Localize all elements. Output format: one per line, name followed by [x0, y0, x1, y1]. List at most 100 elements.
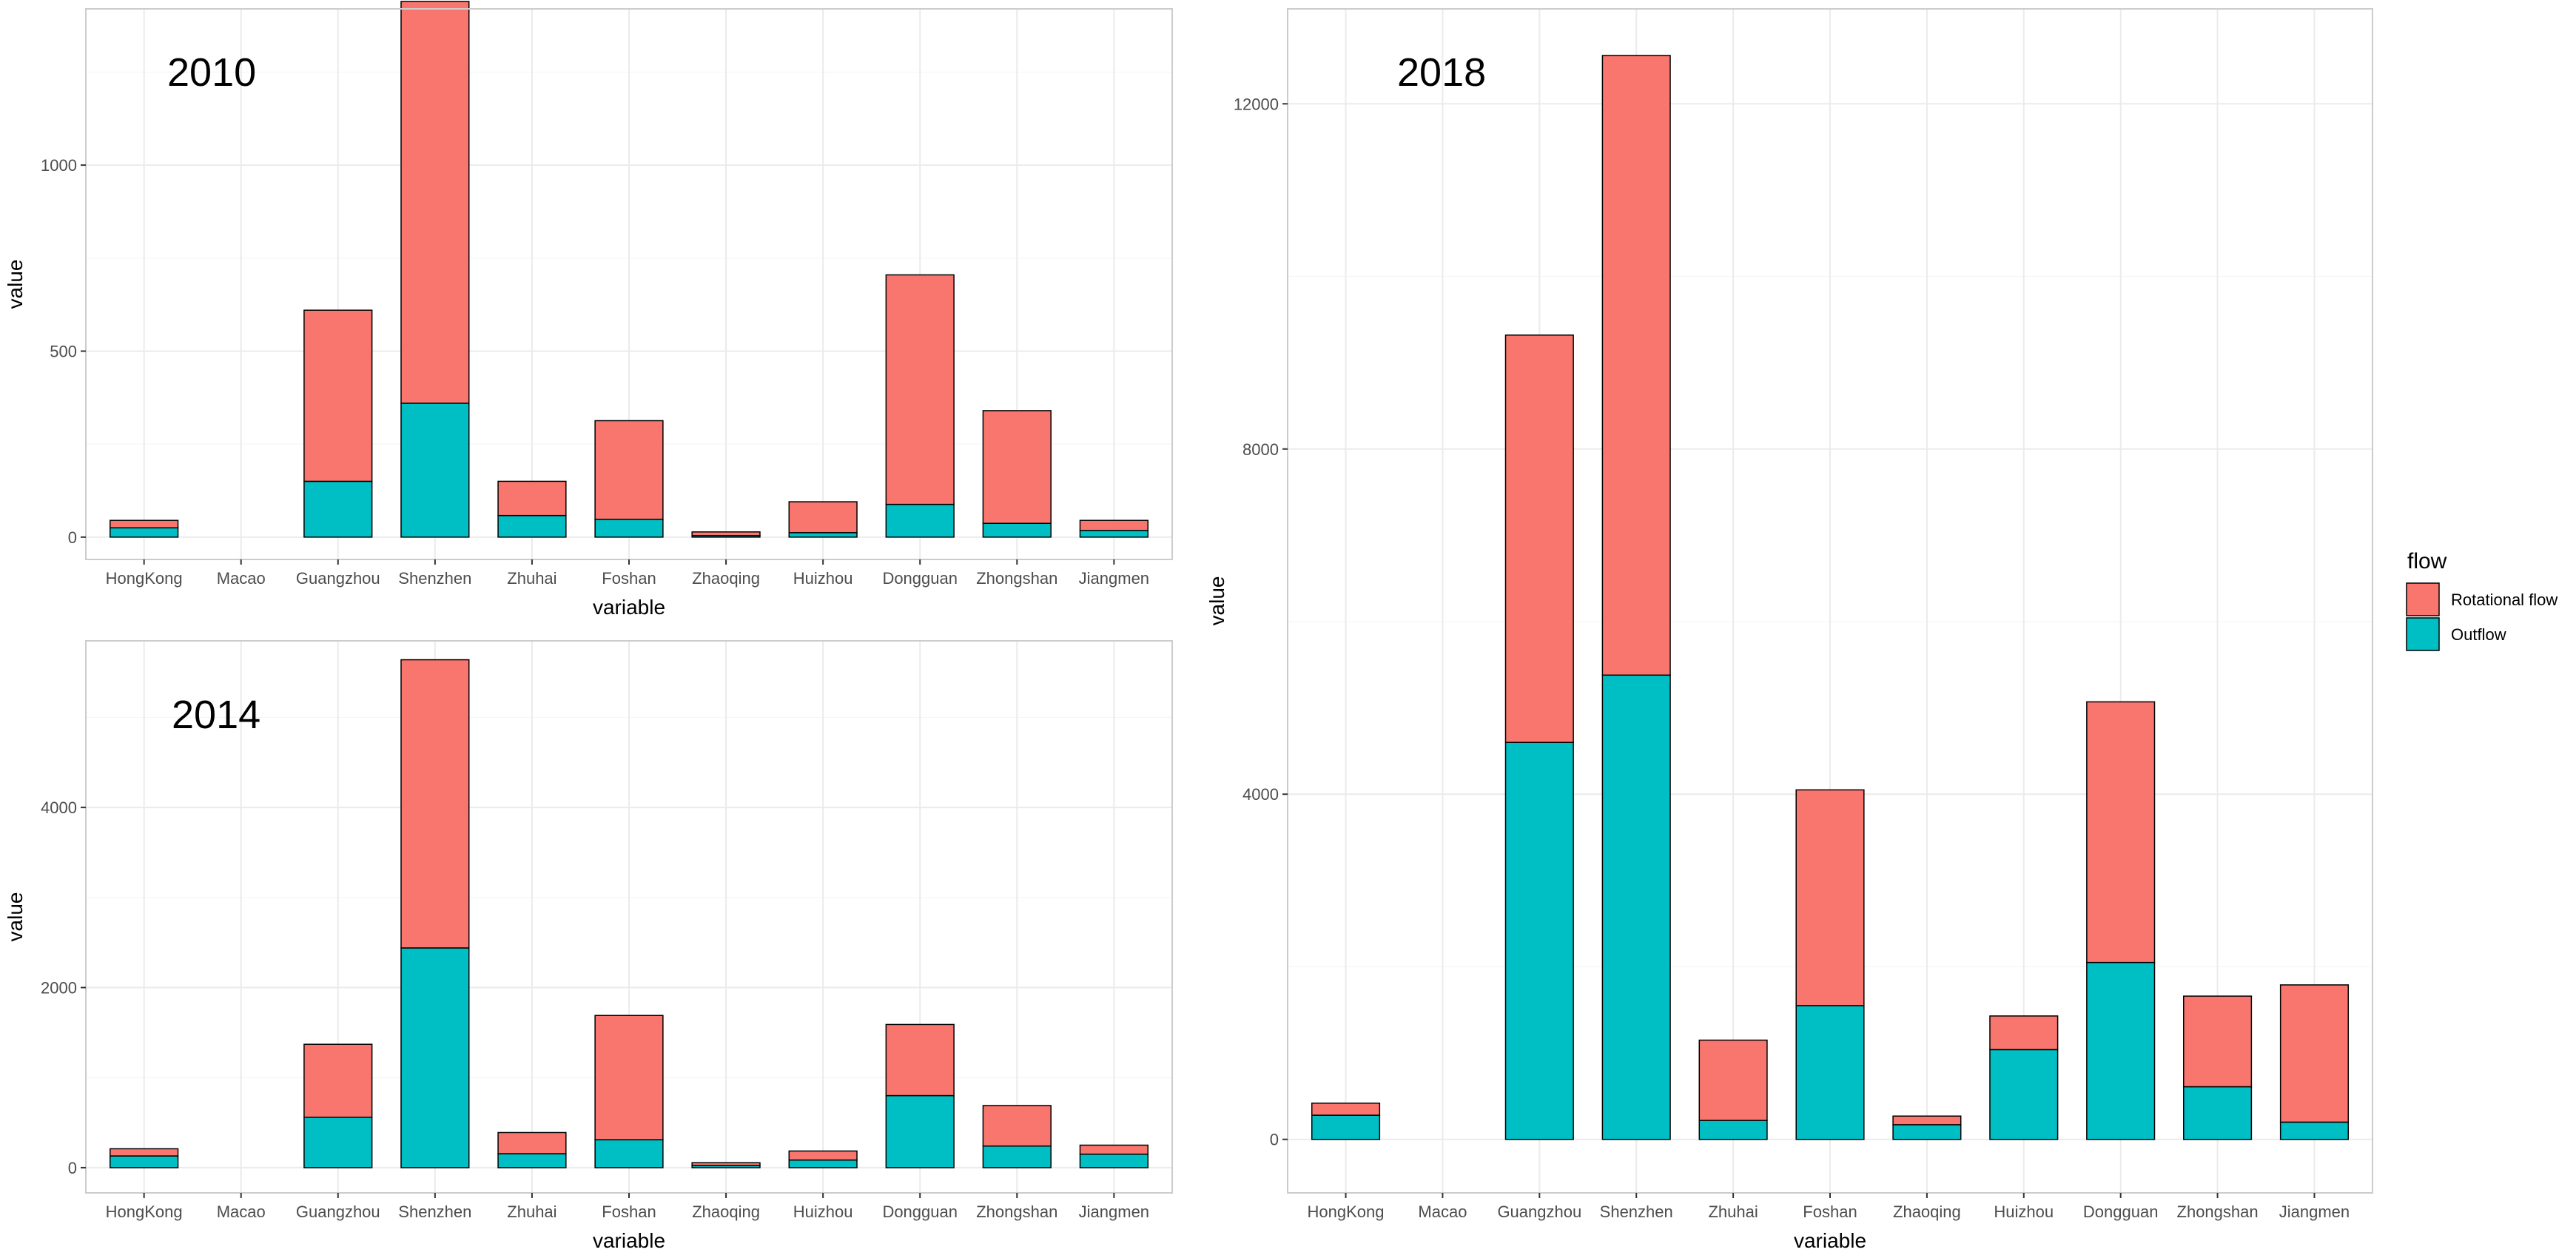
- y-tick-label: 0: [68, 1159, 77, 1177]
- bar-rotational-huizhou-2010: [788, 501, 858, 534]
- bar-rotational-hongkong-2010: [110, 519, 179, 529]
- bar-outflow-hongkong-2018: [1311, 1114, 1381, 1140]
- x-tick-label-huizhou: Huizhou: [793, 569, 853, 588]
- bar-outflow-guangzhou-2014: [303, 1117, 373, 1168]
- bar-rotational-shenzhen-2018: [1601, 55, 1671, 676]
- bar-outflow-zhaoqing-2018: [1892, 1124, 1962, 1140]
- bar-rotational-zhongshan-2018: [2183, 995, 2253, 1088]
- x-tick-label-guangzhou: Guangzhou: [296, 569, 380, 588]
- x-tick-label-shenzhen: Shenzhen: [1600, 1202, 1673, 1221]
- y-tick-label: 4000: [1242, 785, 1279, 804]
- axes-2010: 0 500 1000 HongKong Macao Guangzhou Shenzhen Zh…: [41, 156, 1149, 588]
- bar-rotational-zhaoqing-2018: [1892, 1115, 1962, 1126]
- panel-2018: 0 4000 8000 12000 HongKong Macao Guangzhou Shen…: [1205, 8, 2373, 1252]
- bar-outflow-foshan-2010: [594, 518, 664, 538]
- y-axis-title-2010: value: [4, 260, 27, 309]
- bar-rotational-zhaoqing-2010: [691, 531, 761, 536]
- bar-rotational-foshan-2010: [594, 420, 664, 520]
- x-tick-label-zhaoqing: Zhaoqing: [1893, 1202, 1961, 1221]
- bar-outflow-zhongshan-2014: [982, 1145, 1052, 1168]
- bar-rotational-zhaoqing-2014: [691, 1162, 761, 1166]
- x-tick-label-zhongshan: Zhongshan: [976, 1202, 1057, 1221]
- bar-outflow-zhuhai-2018: [1698, 1120, 1768, 1140]
- bars-2018: [1311, 55, 2350, 1140]
- bar-rotational-zhuhai-2018: [1698, 1039, 1768, 1121]
- bar-outflow-guangzhou-2010: [303, 480, 373, 538]
- x-axis-title-2010: variable: [593, 596, 665, 619]
- major-grid-2018: [1288, 9, 2372, 1193]
- x-tick-label-zhaoqing: Zhaoqing: [692, 569, 760, 588]
- x-tick-label-shenzhen: Shenzhen: [398, 1202, 471, 1221]
- x-tick-label-foshan: Foshan: [602, 1202, 656, 1221]
- bar-rotational-zhongshan-2010: [982, 410, 1052, 524]
- bar-outflow-shenzhen-2014: [400, 947, 470, 1168]
- x-tick-label-shenzhen: Shenzhen: [398, 569, 471, 588]
- x-tick-label-dongguan: Dongguan: [2083, 1202, 2159, 1221]
- x-tick-label-huizhou: Huizhou: [1994, 1202, 2054, 1221]
- x-tick-label-zhuhai: Zhuhai: [1708, 1202, 1758, 1221]
- y-tick-label: 1000: [41, 156, 77, 175]
- legend: flow Rotational flow Outflow: [2406, 549, 2557, 651]
- legend-title: flow: [2407, 549, 2447, 574]
- bar-outflow-zhuhai-2010: [497, 514, 567, 538]
- x-tick-label-foshan: Foshan: [1803, 1202, 1857, 1221]
- legend-key-outflow: [2406, 617, 2440, 651]
- y-tick-label: 8000: [1242, 440, 1279, 459]
- x-axis-title-2014: variable: [593, 1229, 665, 1252]
- x-tick-label-jiangmen: Jiangmen: [1079, 569, 1149, 588]
- bar-outflow-zhuhai-2014: [497, 1153, 567, 1168]
- bars-2014: [110, 659, 1149, 1168]
- legend-label-outflow: Outflow: [2451, 625, 2506, 644]
- x-tick-label-dongguan: Dongguan: [882, 569, 958, 588]
- bar-rotational-jiangmen-2010: [1079, 519, 1149, 531]
- bar-outflow-huizhou-2014: [788, 1159, 858, 1168]
- x-tick-label-macao: Macao: [217, 1202, 266, 1221]
- y-tick-label: 12000: [1234, 95, 1279, 113]
- bar-rotational-jiangmen-2014: [1079, 1144, 1149, 1155]
- bar-rotational-huizhou-2014: [788, 1150, 858, 1161]
- bar-outflow-jiangmen-2018: [2279, 1121, 2350, 1140]
- bar-outflow-shenzhen-2018: [1601, 674, 1671, 1140]
- panel-title-2010: 2010: [167, 50, 256, 95]
- x-tick-label-hongkong: HongKong: [106, 569, 183, 588]
- bar-rotational-guangzhou-2018: [1504, 334, 1574, 744]
- x-tick-label-hongkong: HongKong: [1308, 1202, 1385, 1221]
- x-tick-label-foshan: Foshan: [602, 569, 656, 588]
- bar-rotational-hongkong-2014: [110, 1148, 179, 1157]
- axes-2018: 0 4000 8000 12000 HongKong Macao Guangzhou Shen…: [1234, 95, 2350, 1221]
- bar-rotational-zhuhai-2010: [497, 480, 567, 517]
- bar-outflow-foshan-2014: [594, 1139, 664, 1168]
- bar-outflow-huizhou-2018: [1989, 1049, 2059, 1140]
- x-tick-label-jiangmen: Jiangmen: [2279, 1202, 2350, 1221]
- panel-2014: 0 2000 4000 HongKong Macao Guangzhou Shenzhen Z…: [4, 640, 1173, 1252]
- bar-outflow-dongguan-2014: [885, 1094, 955, 1168]
- bar-outflow-zhongshan-2018: [2183, 1086, 2253, 1140]
- y-tick-label: 4000: [41, 798, 77, 817]
- bar-rotational-huizhou-2018: [1989, 1015, 2059, 1051]
- y-tick-label: 0: [68, 528, 77, 547]
- x-axis-title-2018: variable: [1794, 1229, 1866, 1252]
- x-tick-label-dongguan: Dongguan: [882, 1202, 958, 1221]
- x-tick-label-zhongshan: Zhongshan: [976, 569, 1057, 588]
- bar-rotational-zhuhai-2014: [497, 1131, 567, 1154]
- legend-label-rotational-flow: Rotational flow: [2451, 591, 2557, 609]
- bar-outflow-jiangmen-2010: [1079, 530, 1149, 538]
- bar-rotational-foshan-2014: [594, 1015, 664, 1140]
- panel-title-2014: 2014: [172, 693, 260, 737]
- legend-key-rotational-flow: [2406, 582, 2440, 616]
- bar-rotational-zhongshan-2014: [982, 1105, 1052, 1147]
- bar-outflow-jiangmen-2014: [1079, 1153, 1149, 1168]
- bar-outflow-hongkong-2014: [110, 1155, 179, 1168]
- bar-rotational-guangzhou-2014: [303, 1043, 373, 1118]
- x-tick-label-macao: Macao: [217, 569, 266, 588]
- bar-rotational-shenzhen-2014: [400, 659, 470, 949]
- x-tick-label-hongkong: HongKong: [106, 1202, 183, 1221]
- bars-2010: [110, 1, 1149, 538]
- bar-rotational-shenzhen-2010: [400, 1, 470, 404]
- y-tick-label: 0: [1270, 1131, 1279, 1149]
- x-tick-label-zhuhai: Zhuhai: [507, 1202, 556, 1221]
- x-tick-label-zhongshan: Zhongshan: [2177, 1202, 2259, 1221]
- y-tick-label: 500: [50, 342, 77, 360]
- bar-outflow-hongkong-2010: [110, 527, 179, 538]
